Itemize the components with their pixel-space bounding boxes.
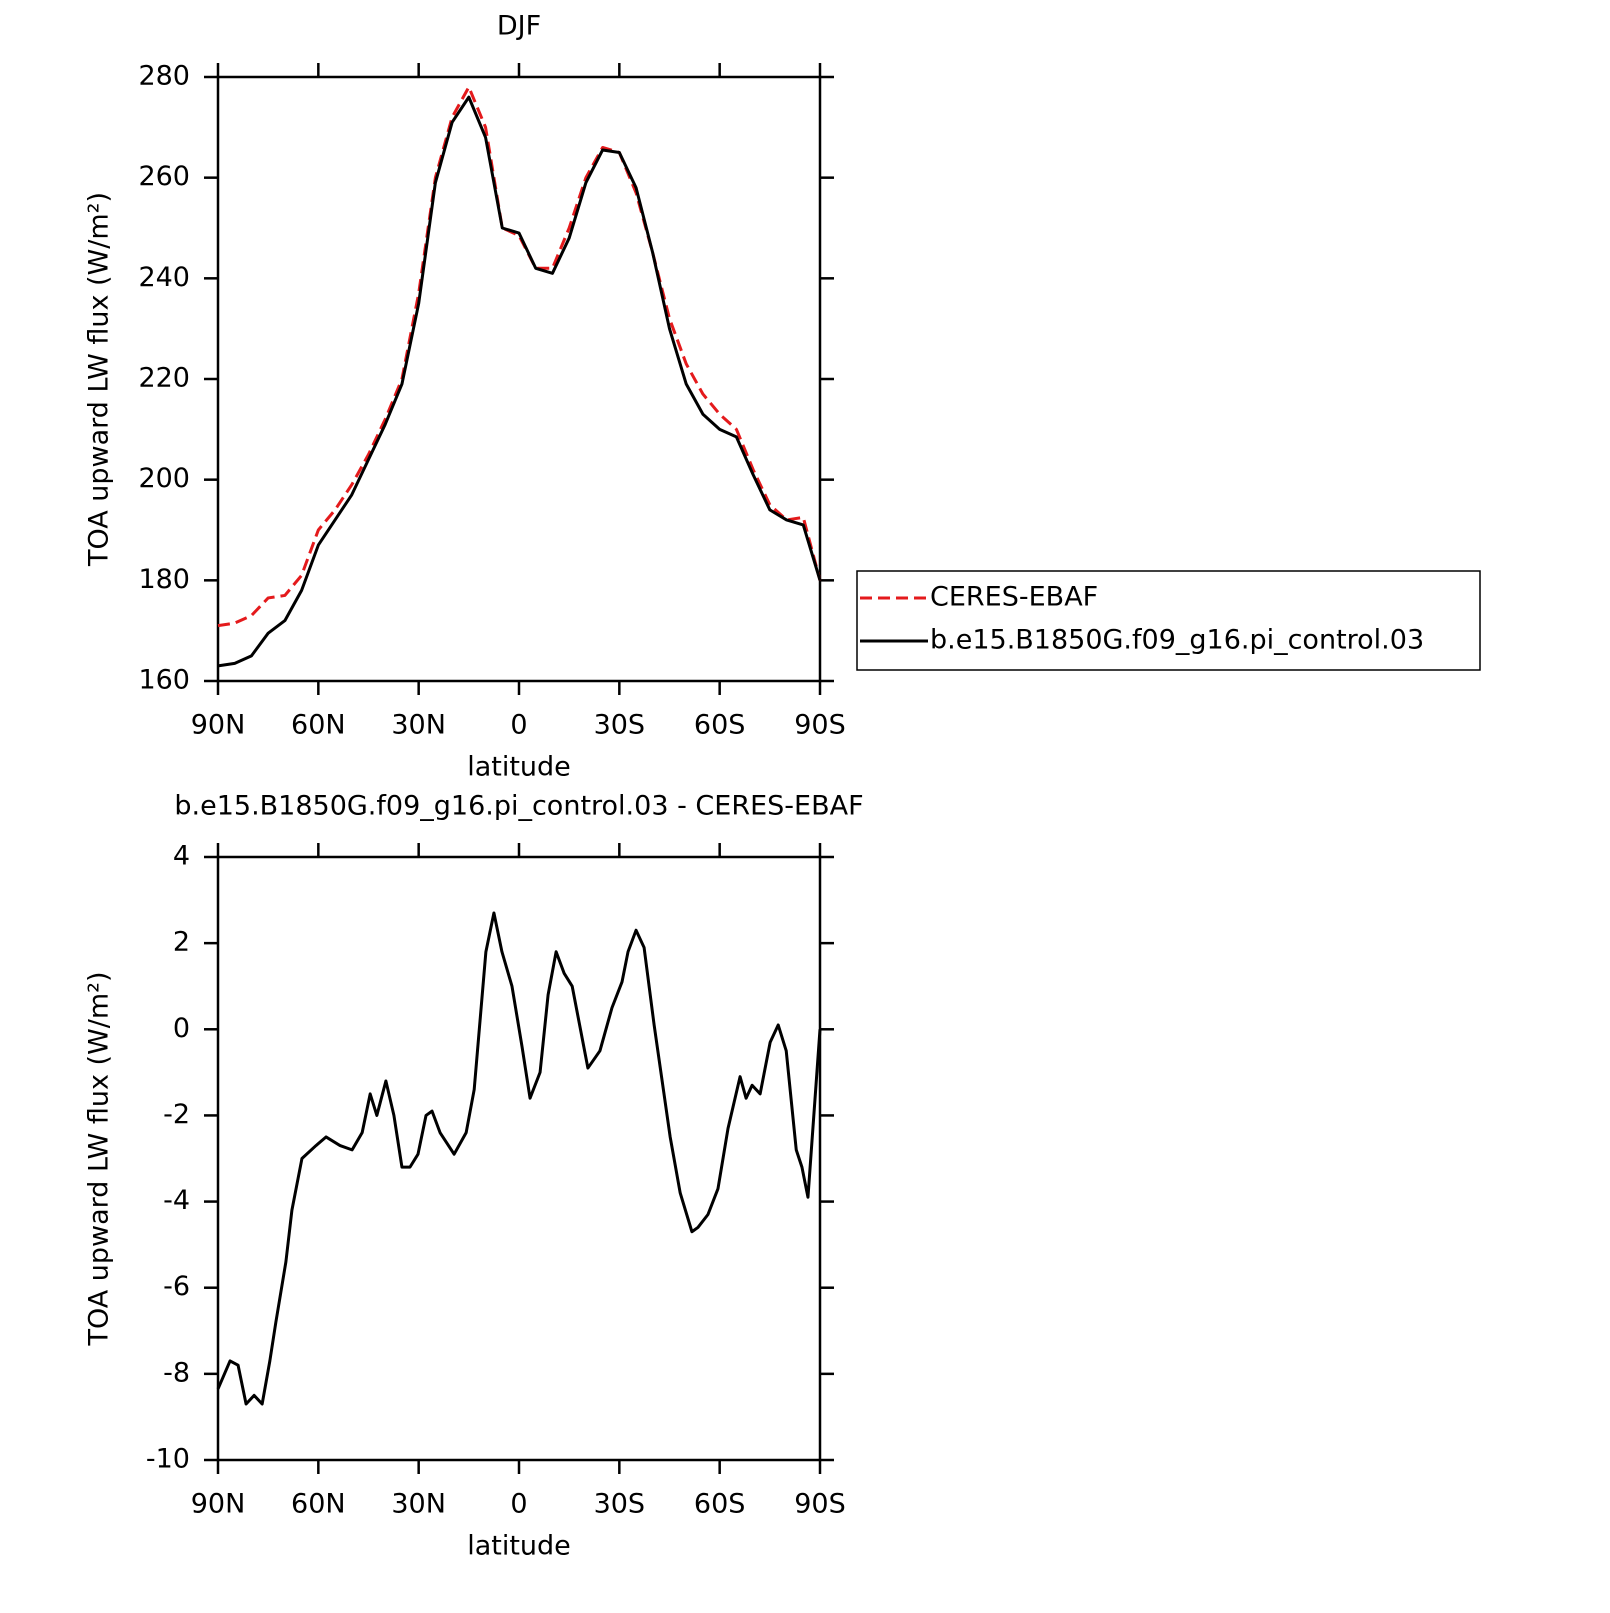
y-tick-label: -10	[146, 1444, 190, 1475]
y-tick-label: -6	[163, 1271, 190, 1302]
x-tick-label: 60S	[694, 1489, 746, 1520]
chart-title: DJF	[497, 11, 541, 42]
x-tick-label: 30S	[594, 710, 646, 741]
y-tick-label: -2	[163, 1099, 190, 1130]
y-tick-label: 180	[138, 564, 190, 595]
x-axis-label: latitude	[467, 1531, 571, 1562]
x-axis-label: latitude	[467, 752, 571, 783]
y-tick-label: 240	[138, 262, 190, 293]
x-tick-label: 60N	[291, 1489, 346, 1520]
y-tick-label: 4	[173, 841, 190, 872]
x-tick-label: 90N	[191, 1489, 246, 1520]
series-line	[217, 85, 822, 628]
x-tick-label: 0	[510, 1489, 527, 1520]
chart-title: b.e15.B1850G.f09_g16.pi_control.03 - CER…	[174, 791, 863, 822]
legend-box	[856, 570, 1481, 671]
x-tick-label: 90N	[191, 710, 246, 741]
x-tick-label: 60N	[291, 710, 346, 741]
series-line	[216, 911, 822, 1406]
y-tick-label: 280	[138, 61, 190, 92]
legend-label: b.e15.B1850G.f09_g16.pi_control.03	[930, 625, 1424, 656]
x-tick-label: 30N	[391, 1489, 446, 1520]
y-axis-label: TOA upward LW flux (W/m²)	[84, 192, 115, 567]
x-tick-label: 60S	[694, 710, 746, 741]
series-line	[217, 95, 822, 668]
legend-label: CERES-EBAF	[930, 582, 1098, 613]
x-tick-label: 90S	[794, 1489, 846, 1520]
x-tick-label: 0	[510, 710, 527, 741]
y-tick-label: -8	[163, 1357, 190, 1388]
y-tick-label: 220	[138, 363, 190, 394]
y-tick-label: 0	[173, 1013, 190, 1044]
y-tick-label: 260	[138, 161, 190, 192]
y-tick-label: 160	[138, 665, 190, 696]
plot-frame	[216, 75, 822, 683]
plot-frame	[216, 855, 822, 1462]
y-tick-label: -4	[163, 1185, 190, 1216]
x-tick-label: 30S	[594, 1489, 646, 1520]
y-tick-label: 200	[138, 463, 190, 494]
x-tick-label: 30N	[391, 710, 446, 741]
y-tick-label: 2	[173, 927, 190, 958]
y-axis-label: TOA upward LW flux (W/m²)	[84, 971, 115, 1346]
x-tick-label: 90S	[794, 710, 846, 741]
